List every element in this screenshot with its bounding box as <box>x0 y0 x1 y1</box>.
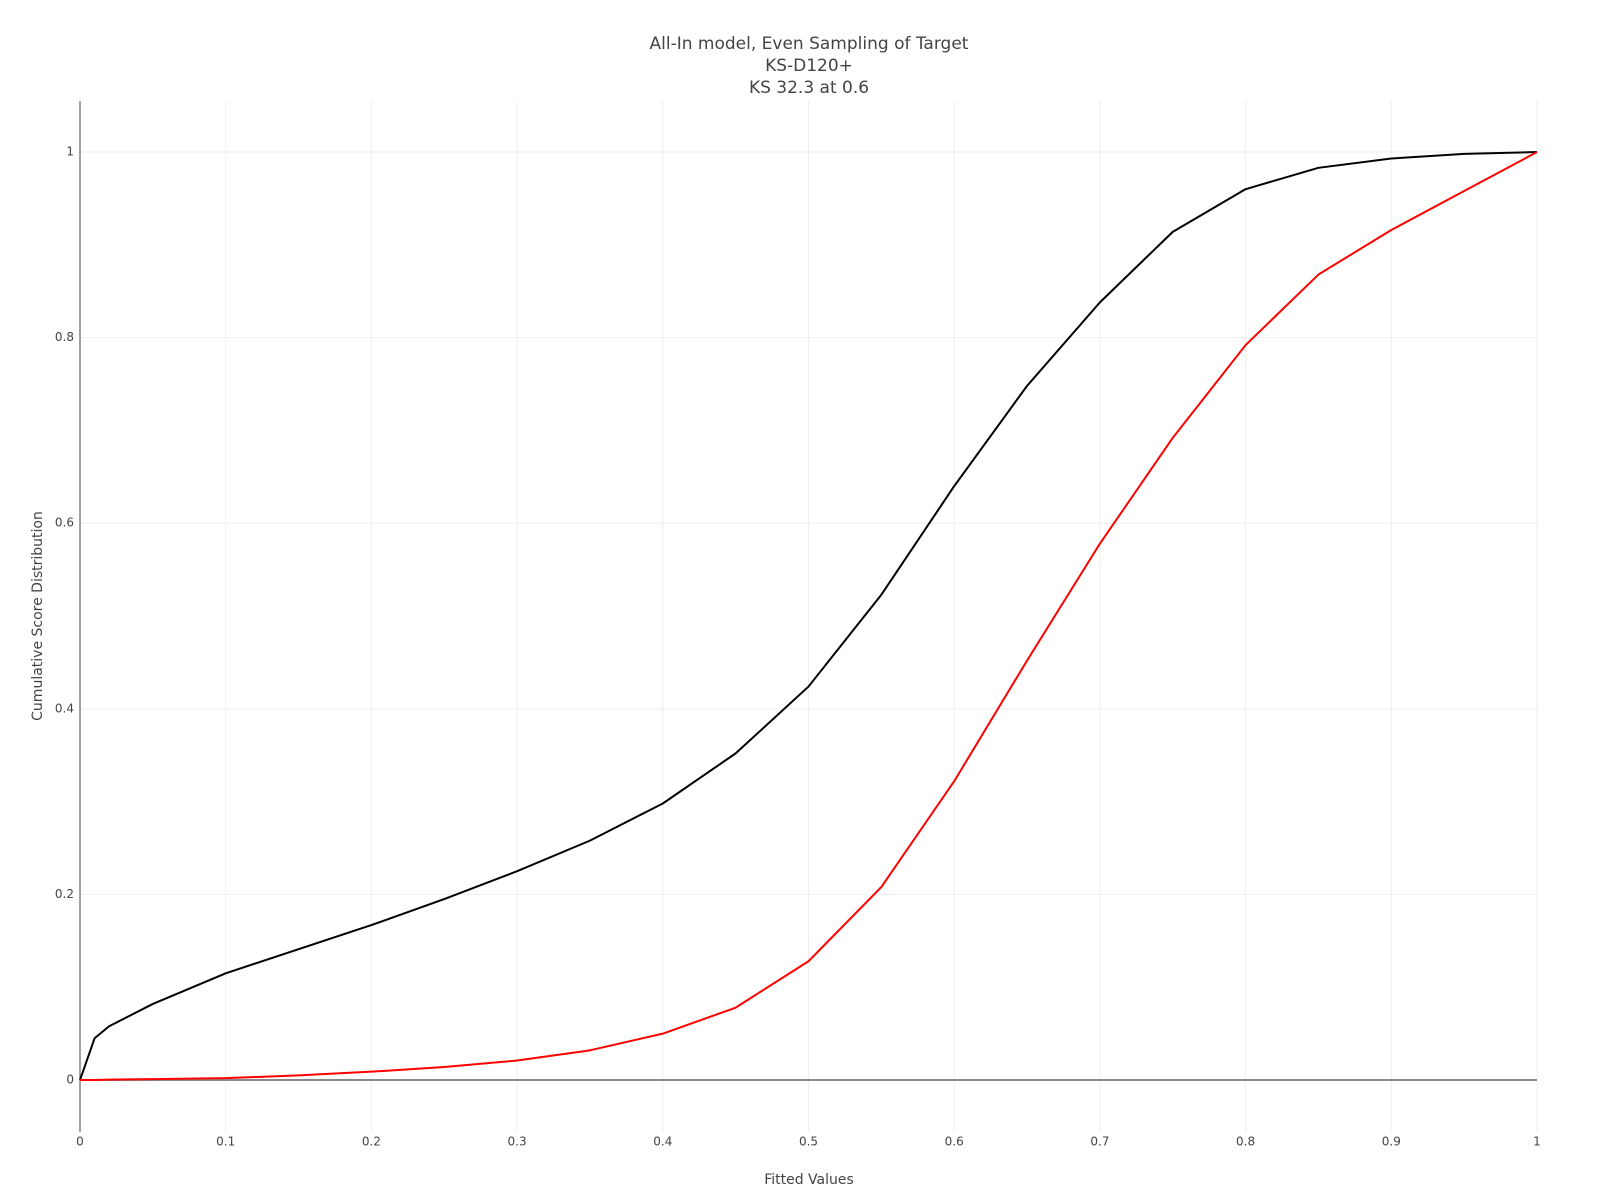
x-tick-label: 0.4 <box>653 1135 672 1149</box>
y-tick-label: 0.4 <box>55 701 74 715</box>
x-tick-label: 0.1 <box>216 1135 235 1149</box>
x-tick-label: 0.2 <box>362 1135 381 1149</box>
x-tick-label: 0.7 <box>1090 1135 1109 1149</box>
y-tick-label: 0.6 <box>55 516 74 530</box>
y-tick-label: 0 <box>66 1073 74 1087</box>
chart-title: All-In model, Even Sampling of Target <box>650 34 969 54</box>
x-tick-label: 0.8 <box>1236 1135 1255 1149</box>
x-tick-label: 0.3 <box>508 1135 527 1149</box>
x-tick-label: 0.5 <box>799 1135 818 1149</box>
x-tick-label: 0.9 <box>1382 1135 1401 1149</box>
chart-subtitle: KS-D120+ <box>765 56 853 76</box>
x-tick-label: 0 <box>76 1135 84 1149</box>
y-tick-label: 0.8 <box>55 330 74 344</box>
chart-subtitle: KS 32.3 at 0.6 <box>749 78 869 98</box>
series-line <box>80 151 1538 1082</box>
x-axis-label: Fitted Values <box>764 1172 854 1188</box>
y-axis-label: Cumulative Score Distribution <box>30 511 46 721</box>
y-tick-label: 1 <box>66 145 74 159</box>
x-tick-label: 0.6 <box>945 1135 964 1149</box>
y-tick-label: 0.2 <box>55 887 74 901</box>
series-line <box>79 151 1538 1081</box>
x-tick-label: 1 <box>1533 1135 1541 1149</box>
